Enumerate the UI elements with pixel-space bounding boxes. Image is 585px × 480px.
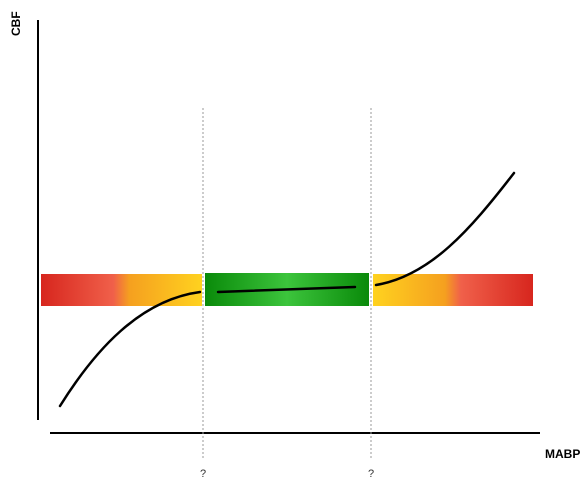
- upper-curve-segment: [374, 171, 516, 287]
- x-axis-label: MABP: [545, 447, 580, 461]
- y-axis-label: CBF: [9, 11, 23, 36]
- lower-curve-segment: [58, 290, 202, 408]
- lower-threshold-label: ?: [200, 468, 206, 480]
- plateau-curve-segment: [216, 285, 357, 294]
- upper-threshold-label: ?: [368, 468, 374, 480]
- left-risk-band: [41, 274, 202, 306]
